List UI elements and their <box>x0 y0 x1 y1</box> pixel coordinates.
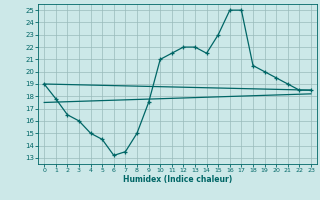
X-axis label: Humidex (Indice chaleur): Humidex (Indice chaleur) <box>123 175 232 184</box>
